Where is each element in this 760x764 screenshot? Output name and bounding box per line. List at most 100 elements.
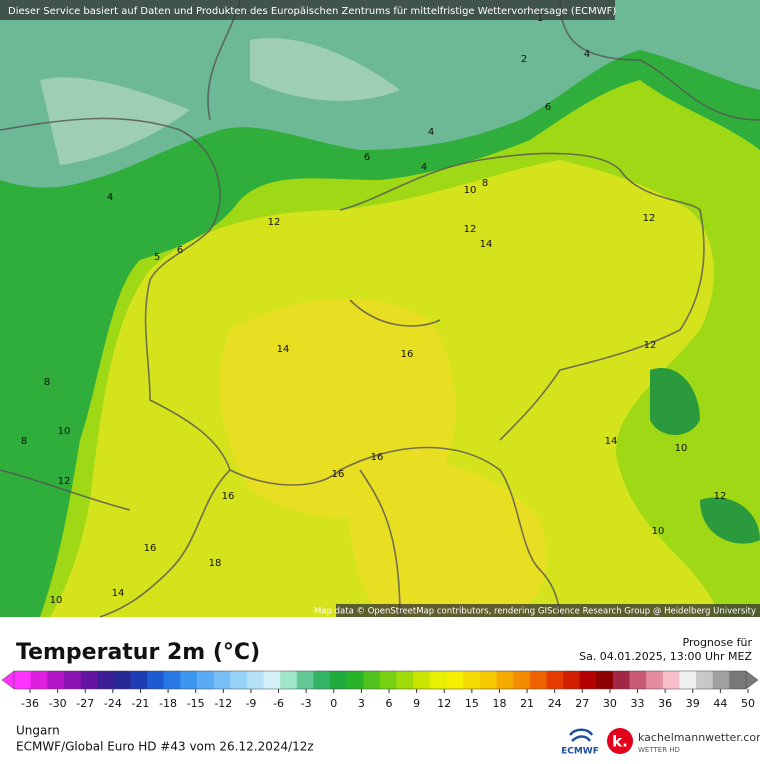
colorbar-swatch [30,671,48,689]
colorbar-tick-label: -9 [245,697,256,710]
colorbar-swatch [413,671,431,689]
contour-label: 2 [521,54,527,65]
colorbar-tick-label: -27 [76,697,94,710]
colorbar-tick-label: 15 [465,697,479,710]
colorbar-tick-label: -12 [214,697,232,710]
contour-label: 12 [644,340,657,351]
colorbar-frame [13,670,747,690]
contour-label: 14 [277,344,290,355]
colorbar-swatch [546,671,564,689]
map-teal-light [40,38,400,165]
site-sub: WETTER HD [638,746,680,754]
colorbar-swatch [113,671,131,689]
colorbar-tick-label: -24 [104,697,122,710]
colorbar-tick-label: 33 [631,697,645,710]
colorbar-tick-label: 9 [413,697,420,710]
contour-label: 16 [144,543,157,554]
colorbar-swatch [97,671,115,689]
colorbar-swatch [612,671,631,689]
contour-label: 12 [643,213,656,224]
colorbar-tick-label: 18 [492,697,506,710]
colorbar-swatch [313,671,331,689]
contour-label: 6 [545,102,551,113]
colorbar-end [745,670,759,690]
contour-label: 16 [371,452,384,463]
colorbar-swatch [14,671,32,689]
site: kachelmannwetter.com [638,731,760,744]
colorbar-tick-label: 39 [686,697,700,710]
attribution-bg [336,604,760,617]
colorbar-tick-label: 44 [713,697,727,710]
colorbar-swatch [380,671,398,689]
colorbar-swatch [213,671,231,689]
colorbar-swatch [346,671,364,689]
contour-label: 5 [154,252,160,263]
colorbar-swatch [696,671,714,689]
contour-label: 8 [482,178,488,189]
map-green [0,0,760,617]
colorbar-swatch [712,671,730,689]
colorbar-swatch [463,671,481,689]
colorbar-swatch [646,671,664,689]
colorbar-tick-label: 30 [603,697,617,710]
colorbar-tick-label: -21 [131,697,149,710]
model-run: ECMWF/Global Euro HD #43 vom 26.12.2024/… [16,740,314,754]
colorbar-swatch [330,671,348,689]
colorbar-tick-label: 27 [575,697,589,710]
colorbar-swatch [47,671,65,689]
colorbar-tick-label: -36 [21,697,39,710]
colorbar-swatch [579,671,597,689]
colorbar-swatch [529,671,547,689]
contour-label: 6 [364,152,370,163]
disclaimer-bg [0,0,615,20]
colorbar-swatch [479,671,497,689]
contour-label: 12 [714,491,727,502]
colorbar-swatch [296,671,314,689]
colorbar-swatch [197,671,215,689]
colorbar-tick-label: -3 [301,697,312,710]
contour-label: 4 [107,192,113,203]
colorbar: -36 -30 -27 -24 -21 -18 -15 -12 -9 -6 -3 0 3 6 9 12 15 18… [1,670,759,710]
colorbar-swatch [563,671,581,689]
map-yellow [219,298,547,617]
colorbar-swatch [363,671,381,689]
colorbar-swatch [246,671,265,689]
colorbar-swatch [662,671,680,689]
colorbar-tick-label: -30 [49,697,67,710]
contour-label: 8 [21,436,27,447]
contour-label: 12 [268,217,281,228]
disclaimer: Dieser Service basiert auf Daten und Pro… [8,6,616,17]
colorbar-swatch [429,671,448,689]
colorbar-swatch [446,671,464,689]
contour-label: 4 [421,162,427,173]
k-logo [607,728,633,754]
colorbar-tick-label: 50 [741,697,755,710]
contour-label: 4 [584,49,590,60]
k-letter: k. [612,733,628,751]
contour-label: 10 [652,526,665,537]
ecmwf-icon [568,728,594,742]
colorbar-tick-label: -6 [273,697,284,710]
colorbar-tick-label: 36 [658,697,672,710]
colorbar-swatch [496,671,514,689]
colorbar-swatch [729,671,747,689]
contour-label: 10 [58,426,71,437]
colorbar-swatch [263,671,281,689]
colorbar-swatch [80,671,98,689]
colorbar-tick-label: -15 [187,697,205,710]
colorbar-tick-label: 3 [358,697,365,710]
contour-label: 16 [401,349,414,360]
colorbar-swatch [513,671,531,689]
colorbar-swatch [230,671,248,689]
contour-label: 10 [464,185,477,196]
colorbar-swatch [163,671,181,689]
colorbar-swatch [130,671,148,689]
contour-label: 6 [177,245,183,256]
colorbar-swatch [280,671,298,689]
contour-label: 8 [44,377,50,388]
colorbar-end [1,670,15,690]
forecast-date: Sa. 04.01.2025, 13:00 Uhr MEZ [579,650,752,663]
contour-label: 4 [428,127,434,138]
